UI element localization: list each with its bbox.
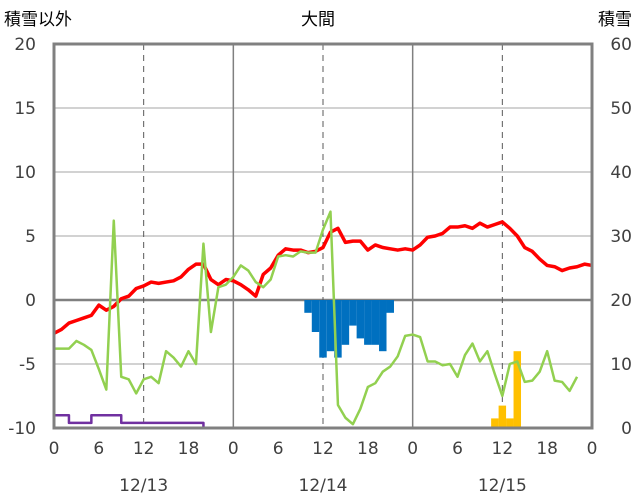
series-line: [53, 220, 593, 335]
x-tick-label: 6: [93, 439, 104, 459]
y-right-tick-label: 40: [610, 163, 632, 183]
chart-title: 大間: [301, 10, 335, 30]
x-tick-label: 0: [407, 439, 418, 459]
y-right-tick-label: 30: [610, 227, 632, 247]
bar: [356, 300, 365, 339]
bar: [506, 418, 514, 428]
y-right-tick-label: 20: [610, 291, 632, 311]
x-tick-label: 12: [312, 439, 334, 459]
y-left-tick-label: 15: [14, 99, 36, 119]
y-right-tick-label: 50: [610, 99, 632, 119]
y-right-tick-label: 60: [610, 35, 632, 55]
y-left-tick-label: 20: [14, 35, 36, 55]
bar: [349, 300, 357, 326]
date-label: 12/13: [119, 476, 168, 496]
x-tick-label: 18: [357, 439, 379, 459]
bar: [304, 300, 312, 313]
date-label: 12/15: [478, 476, 527, 496]
date-label: 12/14: [299, 476, 348, 496]
y-left-tick-label: -10: [8, 419, 36, 439]
bar: [379, 300, 387, 352]
grid-lines: [54, 43, 592, 429]
series-line: [54, 210, 579, 426]
y-left-axis-label: 積雪以外: [4, 10, 72, 30]
y-left-tick-label: 10: [14, 163, 36, 183]
x-tick-label: 0: [228, 439, 239, 459]
y-right-tick-label: 0: [621, 419, 632, 439]
bar: [491, 418, 499, 428]
x-tick-label: 12: [133, 439, 155, 459]
x-tick-label: 12: [492, 439, 514, 459]
bar: [334, 300, 342, 358]
bar: [371, 300, 380, 345]
bar: [319, 300, 327, 358]
series-line: [54, 413, 592, 430]
x-tick-label: 0: [49, 439, 60, 459]
y-right-axis-label: 積雪: [598, 10, 632, 30]
bar-series: [304, 300, 522, 428]
bar: [498, 405, 507, 428]
bar: [386, 300, 394, 313]
plot-area-border: [52, 42, 594, 430]
y-left-tick-label: 5: [25, 227, 36, 247]
bar: [326, 300, 335, 352]
x-tick-label: 6: [273, 439, 284, 459]
line-series: [53, 210, 593, 430]
x-tick-label: 18: [178, 439, 200, 459]
y-left-tick-label: -5: [19, 355, 36, 375]
x-tick-label: 18: [536, 439, 558, 459]
y-left-tick-label: 0: [25, 291, 36, 311]
bar: [364, 300, 372, 345]
bar: [311, 300, 320, 332]
bar: [513, 351, 522, 428]
y-right-tick-label: 10: [610, 355, 632, 375]
bar: [341, 300, 350, 345]
x-tick-label: 6: [452, 439, 463, 459]
x-tick-label: 0: [587, 439, 598, 459]
